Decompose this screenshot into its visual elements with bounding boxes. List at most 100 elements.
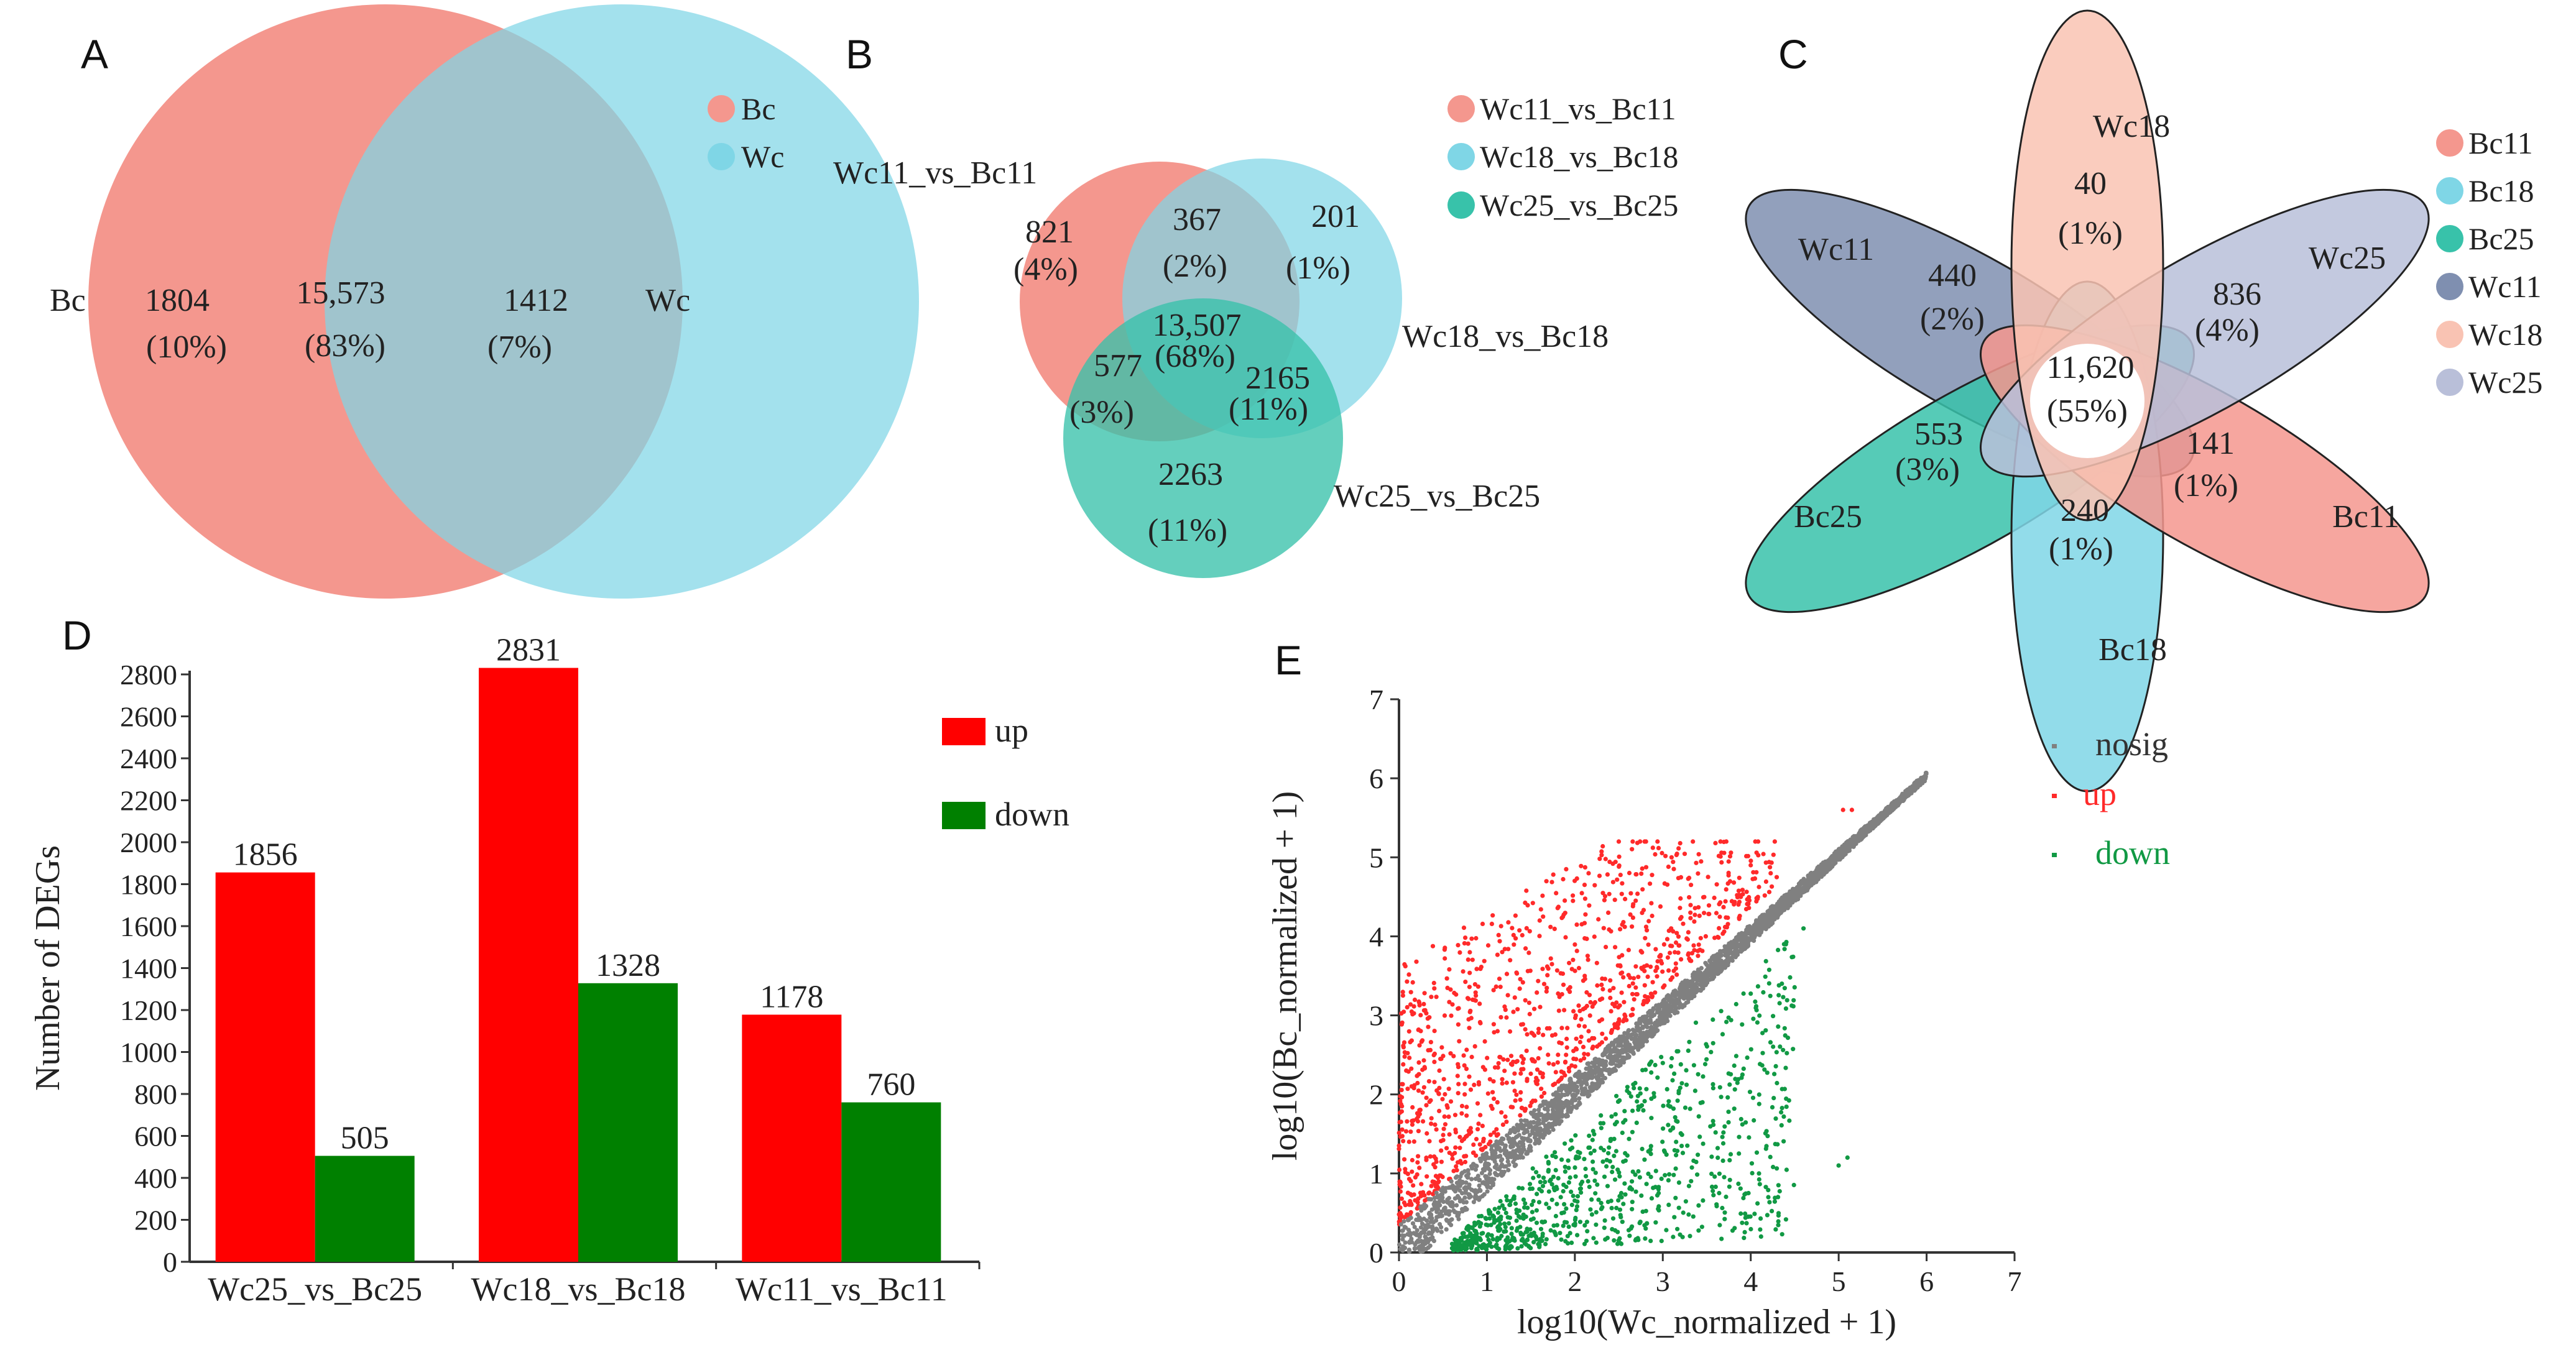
scatter-point-down (1472, 1228, 1477, 1233)
scatter-point-nosig (1544, 1116, 1549, 1121)
scatter-point-up (1581, 1007, 1586, 1012)
scatter-point-down (1775, 1142, 1780, 1147)
scatter-point-down (1696, 1072, 1701, 1077)
scatter-point-nosig (1654, 1003, 1659, 1008)
scatter-point-down (1683, 1199, 1688, 1204)
scatter-point-down (1621, 1120, 1626, 1125)
scatter-point-down (1768, 993, 1773, 998)
scatter-point-down (1678, 1085, 1683, 1090)
scatter-point-down (1791, 954, 1796, 959)
scatter-point-nosig (1484, 1182, 1489, 1187)
scatter-point-nosig (1518, 1118, 1523, 1123)
scatter-point-down (1534, 1208, 1539, 1213)
scatter-point-nosig (1697, 982, 1702, 987)
scatter-point-up (1770, 884, 1775, 889)
scatter-point-down (1601, 1147, 1607, 1153)
flower-label-bc18: Bc18 (2098, 632, 2167, 668)
scatter-point-down (1588, 1207, 1593, 1212)
scatter-point-nosig (1415, 1212, 1420, 1217)
scatter-point-nosig (1429, 1216, 1434, 1221)
flower-legend-label-wc18: Wc18 (2468, 317, 2542, 352)
scatter-point-nosig (1400, 1237, 1405, 1242)
scatter-point-nosig (1434, 1210, 1439, 1215)
scatter-point-up (1576, 1003, 1581, 1008)
scatter-point-up (1427, 1139, 1432, 1144)
scatter-point-nosig (1415, 1228, 1420, 1233)
scatter-point-nosig (1707, 964, 1712, 970)
scatter-point-nosig (1616, 1064, 1621, 1068)
scatter-point-up (1717, 926, 1722, 930)
scatter-point-up (1561, 982, 1566, 987)
scatter-point-down (1675, 1226, 1680, 1231)
scatter-point-down (1554, 1187, 1559, 1192)
scatter-point-down (1586, 1179, 1590, 1184)
scatter-point-up (1398, 1184, 1403, 1189)
scatter-point-down (1576, 1149, 1581, 1154)
scatter-point-down (1715, 1156, 1720, 1160)
scatter-point-up (1553, 1070, 1558, 1075)
scatter-point-up (1614, 1000, 1619, 1005)
scatter-point-up (1494, 1127, 1499, 1132)
scatter-point-up (1408, 990, 1413, 995)
scatter-point-up (1416, 1060, 1421, 1065)
scatter-point-down (1490, 1237, 1495, 1242)
scatter-point-up (1686, 951, 1691, 956)
scatter-point-down (1614, 1205, 1619, 1211)
scatter-point-up (1549, 1033, 1555, 1038)
scatter-point-up (1500, 1077, 1505, 1082)
scatter-point-up (1456, 1091, 1461, 1096)
scatter-point-nosig (1503, 1164, 1508, 1169)
scatter-point-up (1434, 995, 1439, 999)
venn-a-circle-wc (325, 4, 919, 599)
scatter-point-up (1510, 1080, 1515, 1085)
scatter-point-down (1766, 981, 1771, 986)
scatter-point-down (1655, 1075, 1660, 1080)
scatter-point-down (1702, 1062, 1708, 1067)
scatter-point-nosig (1568, 1105, 1573, 1110)
scatter-point-up (1561, 912, 1566, 917)
scatter-point-down (1486, 1232, 1491, 1237)
scatter-point-up (1552, 926, 1557, 931)
scatter-point-down (1627, 1233, 1632, 1238)
scatter-point-up (1457, 950, 1462, 955)
scatter-point-up (1462, 1082, 1467, 1087)
scatter-point-nosig (1830, 855, 1835, 860)
scatter-point-down (1773, 1227, 1778, 1232)
scatter-point-down (1582, 1157, 1587, 1162)
scatter-point-down (1553, 1168, 1558, 1173)
scatter-point-down (1681, 1210, 1686, 1215)
scatter-point-down (1701, 1198, 1706, 1203)
scatter-point-nosig (1427, 1210, 1432, 1215)
scatter-point-up (1756, 839, 1761, 844)
scatter-point-nosig (1809, 870, 1814, 876)
scatter-point-up (1453, 1128, 1458, 1133)
scatter-point-up (1707, 911, 1712, 917)
scatter-point-nosig (1834, 849, 1839, 854)
scatter-point-up (1571, 957, 1576, 962)
scatter-point-up (1597, 857, 1602, 861)
scatter-point-up (1658, 904, 1663, 909)
scatter-point-up (1520, 933, 1525, 938)
scatter-point-down (1604, 1164, 1609, 1169)
scatter-point-nosig (1696, 967, 1701, 972)
scatter-point-nosig (1840, 855, 1845, 860)
scatter-point-nosig (1720, 949, 1725, 953)
scatter-point-down (1586, 1145, 1591, 1150)
scatter-point-down (1515, 1226, 1520, 1231)
scatter-point-down (1486, 1208, 1492, 1213)
scatter-point-down (1529, 1233, 1534, 1238)
scatter-point-up (1480, 1123, 1485, 1128)
bar-down (315, 1156, 415, 1262)
scatter-point-up (1489, 921, 1494, 926)
scatter-point-nosig (1466, 1168, 1470, 1173)
scatter-point-nosig (1673, 1011, 1678, 1016)
scatter-point-down (1630, 1169, 1635, 1174)
scatter-point-nosig (1589, 1068, 1594, 1073)
scatter-point-down (1651, 1091, 1656, 1096)
scatter-point-down (1469, 1233, 1474, 1238)
scatter-point-up (1398, 1180, 1403, 1185)
scatter-point-nosig (1650, 1034, 1655, 1039)
scatter-point-down (1612, 1136, 1617, 1141)
scatter-point-nosig (1886, 806, 1891, 811)
scatter-point-up (1505, 1057, 1510, 1062)
